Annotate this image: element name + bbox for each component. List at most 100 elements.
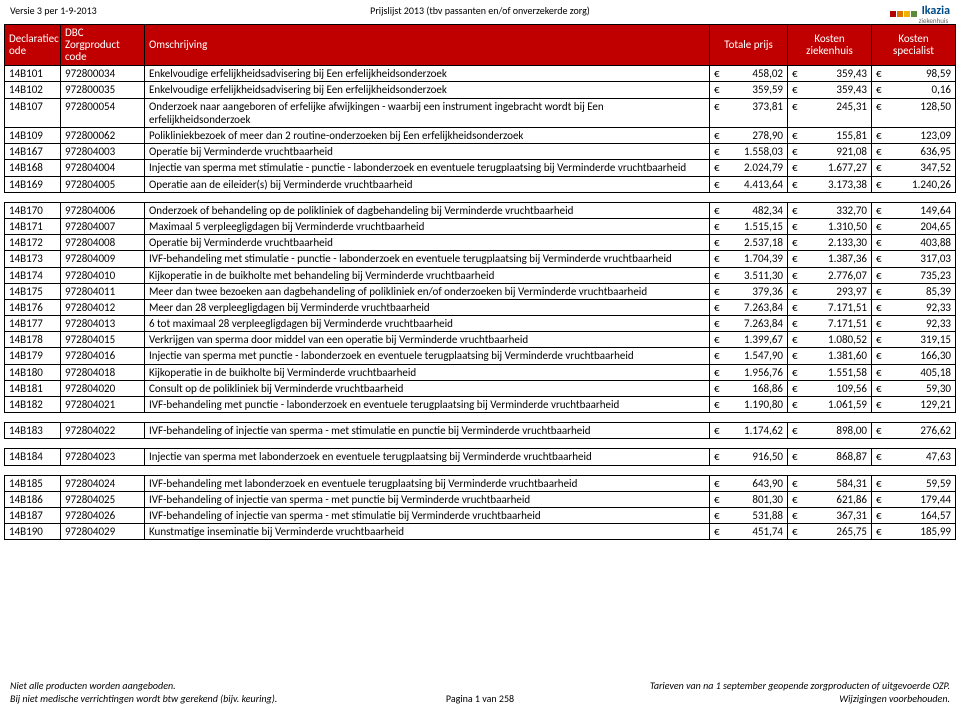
spacer-row: [5, 413, 956, 423]
cell-desc: 6 tot maximaal 28 verpleegligdagen bij V…: [145, 316, 710, 332]
cell-desc: Kunstmatige inseminatie bij Verminderde …: [145, 524, 710, 540]
cell-kz: 621,86: [788, 491, 872, 507]
cell-desc: Injectie van sperma met stimulatie - pun…: [145, 160, 710, 176]
cell-kz: 7.171,51: [788, 299, 872, 315]
table-row: 14B109972800062Polikliniekbezoek of meer…: [5, 128, 956, 144]
cell-desc: Meer dan twee bezoeken aan dagbehandelin…: [145, 283, 710, 299]
cell-price: 278,90: [710, 128, 788, 144]
cell-dbc: 972804026: [61, 507, 145, 523]
spacer-row: [5, 439, 956, 449]
cell-ks: 128,50: [872, 98, 956, 127]
cell-decl: 14B172: [5, 235, 61, 251]
cell-dbc: 972804018: [61, 364, 145, 380]
cell-desc: Operatie aan de eileider(s) bij Verminde…: [145, 176, 710, 192]
cell-ks: 1.240,26: [872, 176, 956, 192]
col-description: Omschrijving: [145, 25, 710, 66]
table-row: 14B107972800054Onderzoek naar aangeboren…: [5, 98, 956, 127]
cell-desc: Consult op de polikliniek bij Verminderd…: [145, 380, 710, 396]
cell-ks: 276,62: [872, 423, 956, 439]
cell-desc: Enkelvoudige erfelijkheidsadvisering bij…: [145, 82, 710, 98]
cell-desc: Verkrijgen van sperma door middel van ee…: [145, 332, 710, 348]
cell-decl: 14B167: [5, 144, 61, 160]
cell-ks: 405,18: [872, 364, 956, 380]
cell-dbc: 972804008: [61, 235, 145, 251]
cell-decl: 14B190: [5, 524, 61, 540]
spacer-row: [5, 465, 956, 475]
cell-price: 7.263,84: [710, 316, 788, 332]
table-row: 14B102972800035Enkelvoudige erfelijkheid…: [5, 82, 956, 98]
cell-desc: IVF-behandeling met punctie - labonderzo…: [145, 397, 710, 413]
cell-decl: 14B168: [5, 160, 61, 176]
table-header-row: Declaratiecode DBCZorgproduct code Omsch…: [5, 25, 956, 66]
cell-desc: Maximaal 5 verpleegligdagen bij Verminde…: [145, 218, 710, 234]
cell-ks: 85,39: [872, 283, 956, 299]
page-number: Pagina 1 van 258: [446, 692, 514, 705]
cell-desc: IVF-behandeling met stimulatie - punctie…: [145, 251, 710, 267]
cell-decl: 14B180: [5, 364, 61, 380]
footer-right-1: Tarieven van na 1 september geopende zor…: [650, 679, 950, 692]
cell-kz: 1.551,58: [788, 364, 872, 380]
cell-decl: 14B169: [5, 176, 61, 192]
cell-kz: 1.387,36: [788, 251, 872, 267]
cell-kz: 2.776,07: [788, 267, 872, 283]
cell-price: 1.547,90: [710, 348, 788, 364]
table-row: 14B178972804015Verkrijgen van sperma doo…: [5, 332, 956, 348]
table-row: 14B173972804009IVF-behandeling met stimu…: [5, 251, 956, 267]
cell-price: 4.413,64: [710, 176, 788, 192]
cell-ks: 129,21: [872, 397, 956, 413]
cell-ks: 179,44: [872, 491, 956, 507]
cell-desc: IVF-behandeling met labonderzoek en even…: [145, 475, 710, 491]
cell-price: 531,88: [710, 507, 788, 523]
cell-ks: 123,09: [872, 128, 956, 144]
cell-desc: IVF-behandeling of injectie van sperma -…: [145, 507, 710, 523]
cell-desc: Operatie bij Verminderde vruchtbaarheid: [145, 235, 710, 251]
cell-price: 1.956,76: [710, 364, 788, 380]
table-row: 14B1779728040136 tot maximaal 28 verplee…: [5, 316, 956, 332]
cell-kz: 155,81: [788, 128, 872, 144]
cell-price: 643,90: [710, 475, 788, 491]
cell-dbc: 972804022: [61, 423, 145, 439]
cell-ks: 636,95: [872, 144, 956, 160]
cell-kz: 898,00: [788, 423, 872, 439]
cell-dbc: 972804029: [61, 524, 145, 540]
cell-kz: 109,56: [788, 380, 872, 396]
cell-price: 458,02: [710, 66, 788, 82]
cell-ks: 149,64: [872, 202, 956, 218]
cell-dbc: 972804005: [61, 176, 145, 192]
cell-dbc: 972800062: [61, 128, 145, 144]
cell-decl: 14B181: [5, 380, 61, 396]
cell-price: 1.174,62: [710, 423, 788, 439]
footer-note-1: Niet alle producten worden aangeboden.: [10, 679, 277, 692]
table-row: 14B167972804003Operatie bij Verminderde …: [5, 144, 956, 160]
version-label: Versie 3 per 1-9-2013: [10, 4, 97, 17]
cell-decl: 14B175: [5, 283, 61, 299]
cell-kz: 1.381,60: [788, 348, 872, 364]
cell-desc: Injectie van sperma met punctie - labond…: [145, 348, 710, 364]
cell-decl: 14B107: [5, 98, 61, 127]
cell-price: 3.511,30: [710, 267, 788, 283]
cell-dbc: 972804021: [61, 397, 145, 413]
cell-desc: IVF-behandeling of injectie van sperma -…: [145, 423, 710, 439]
cell-price: 168,86: [710, 380, 788, 396]
cell-dbc: 972804004: [61, 160, 145, 176]
table-row: 14B181972804020Consult op de polikliniek…: [5, 380, 956, 396]
price-table: Declaratiecode DBCZorgproduct code Omsch…: [4, 24, 956, 540]
cell-price: 801,30: [710, 491, 788, 507]
cell-ks: 92,33: [872, 316, 956, 332]
spacer-row: [5, 192, 956, 202]
cell-kz: 921,08: [788, 144, 872, 160]
cell-dbc: 972804025: [61, 491, 145, 507]
cell-kz: 245,31: [788, 98, 872, 127]
cell-decl: 14B179: [5, 348, 61, 364]
cell-kz: 359,43: [788, 66, 872, 82]
cell-ks: 166,30: [872, 348, 956, 364]
cell-dbc: 972804007: [61, 218, 145, 234]
cell-desc: Injectie van sperma met labonderzoek en …: [145, 449, 710, 465]
cell-price: 451,74: [710, 524, 788, 540]
cell-kz: 1.677,27: [788, 160, 872, 176]
table-row: 14B182972804021IVF-behandeling met punct…: [5, 397, 956, 413]
cell-decl: 14B187: [5, 507, 61, 523]
table-row: 14B180972804018Kijkoperatie in de buikho…: [5, 364, 956, 380]
cell-ks: 98,59: [872, 66, 956, 82]
cell-dbc: 972804016: [61, 348, 145, 364]
